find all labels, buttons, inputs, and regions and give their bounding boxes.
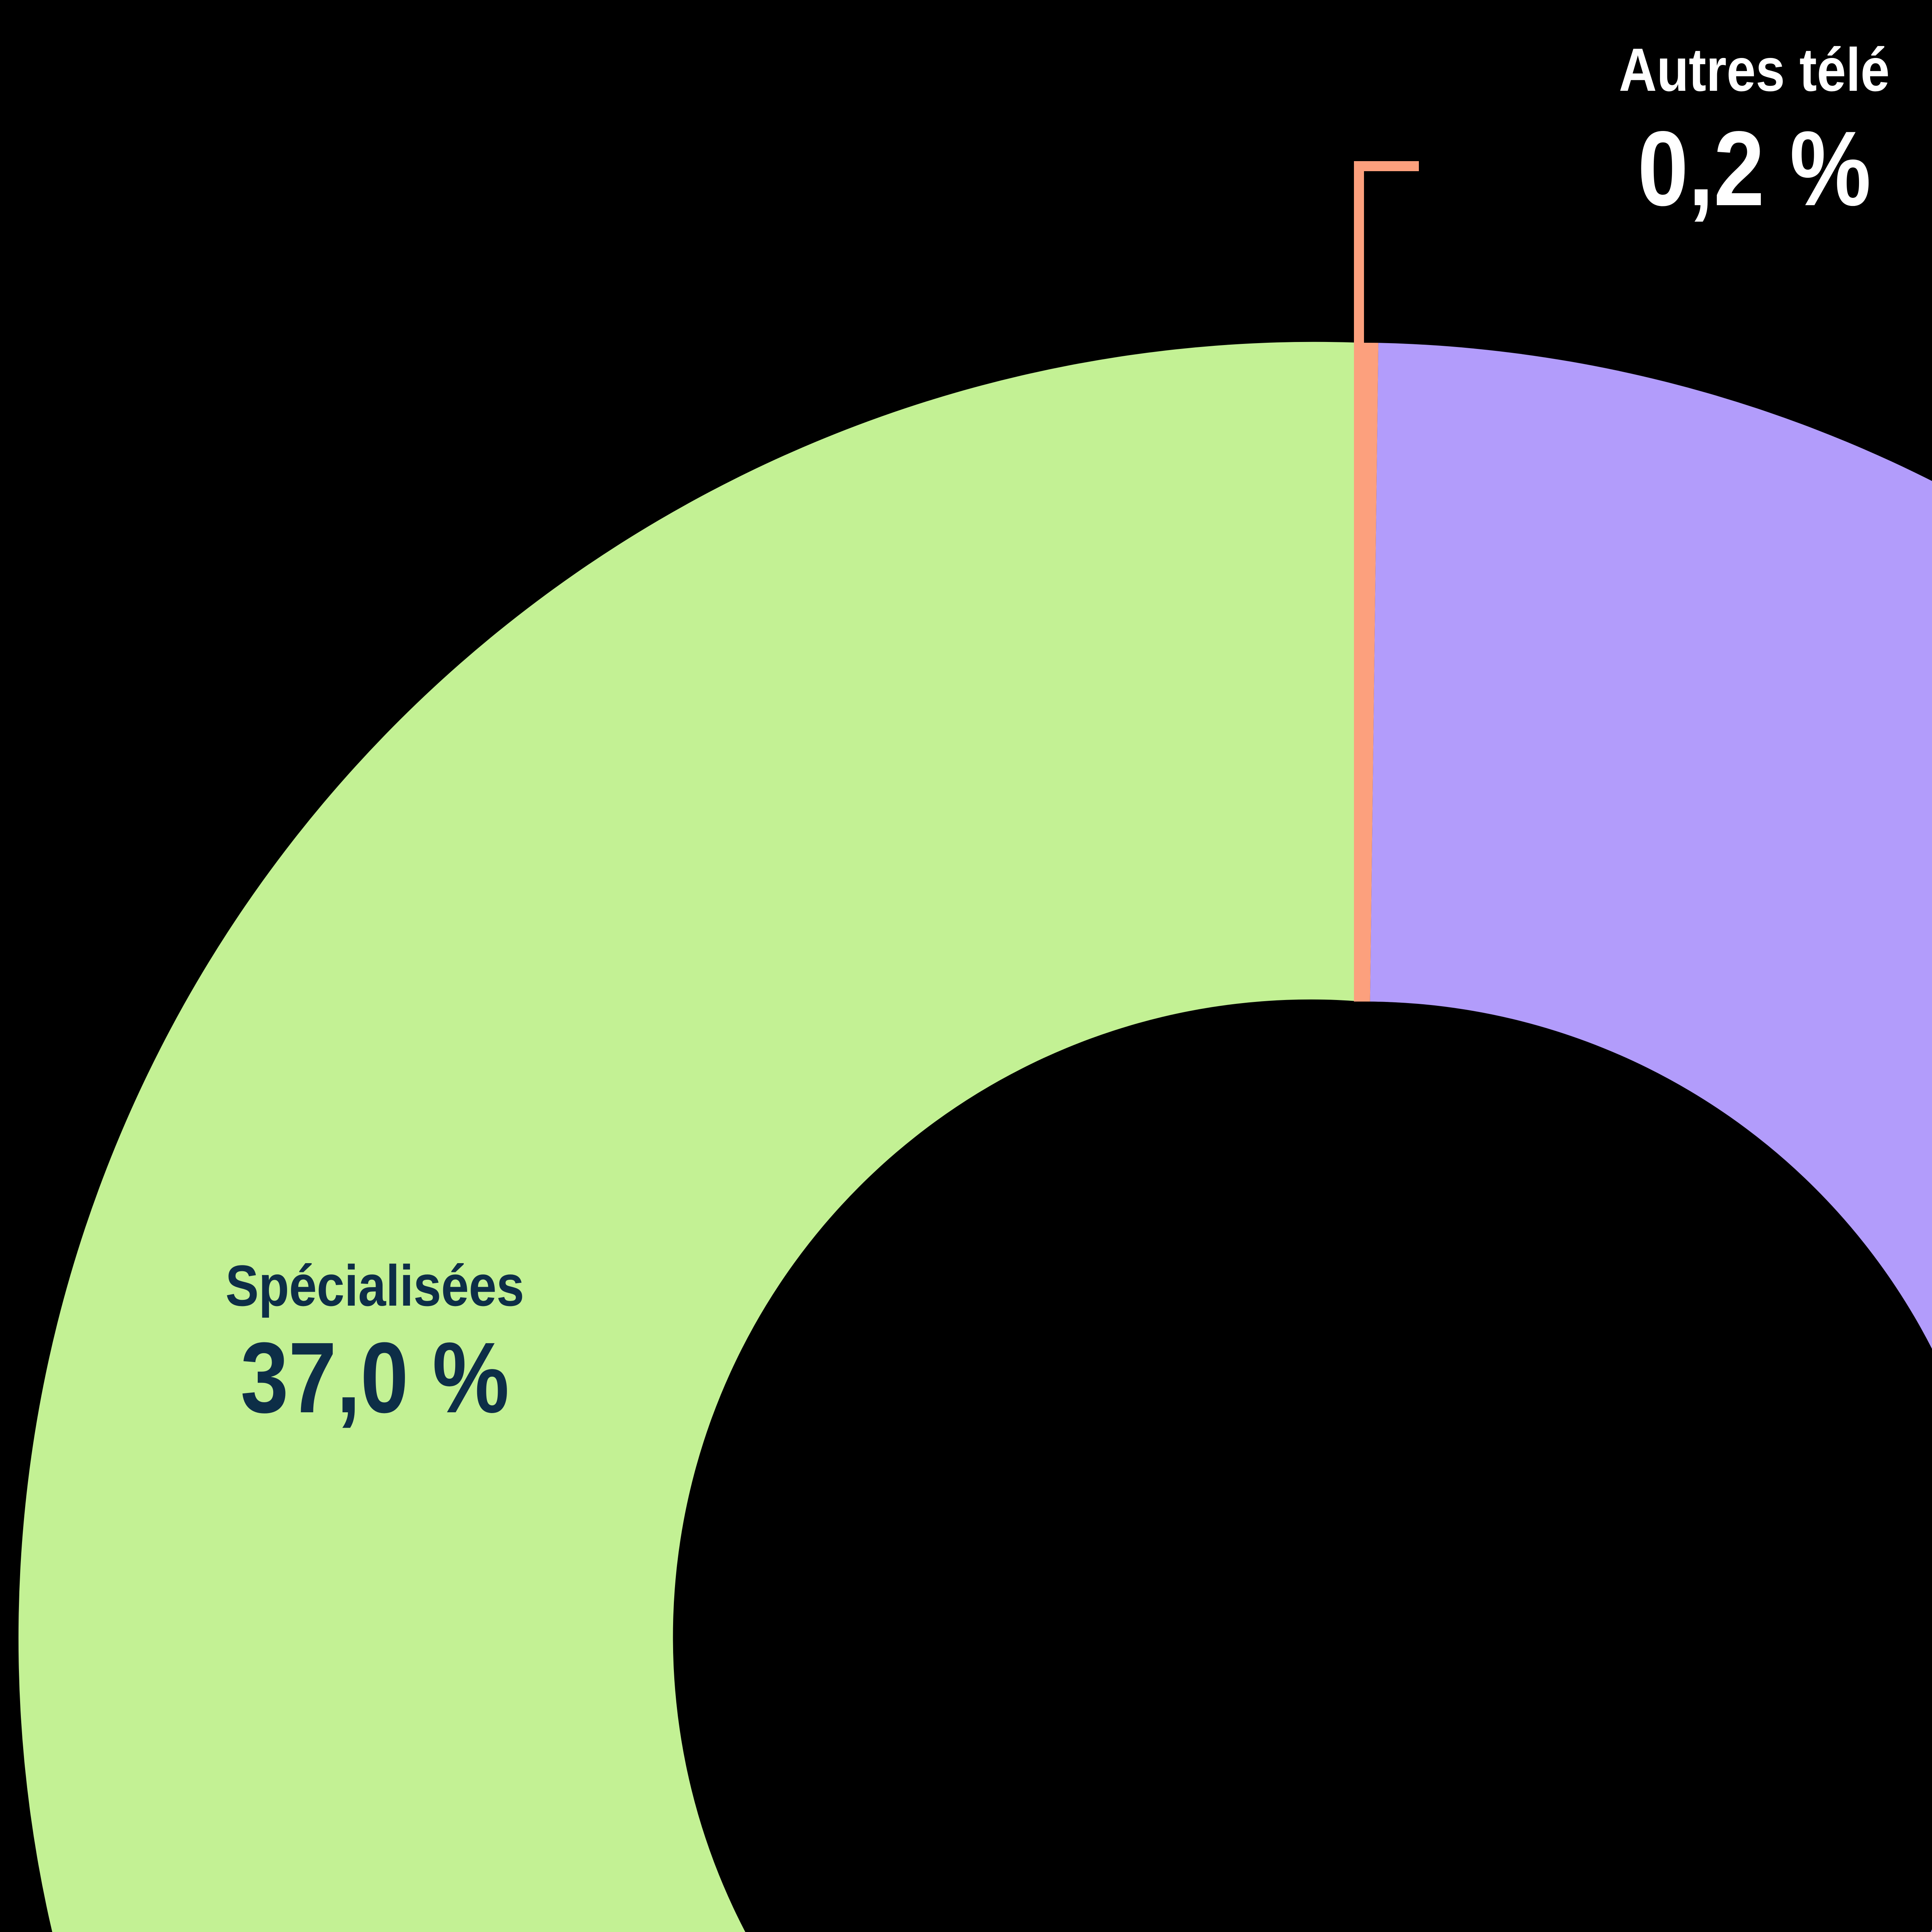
leader-line-autres-tele [1354,161,1419,1002]
donut-slice-autres-tele[interactable] [1362,343,1379,1002]
slice-value-specialisees: 37,0 % [240,1322,509,1434]
slice-label-autres-tele: Autres télé 0,2 % [1406,31,1932,231]
slice-label-specialisees: Spécialisées 37,0 % [46,1248,703,1437]
donut-slice-diffusion-en-continu[interactable] [1370,343,1932,1932]
slice-category-autres-tele: Autres télé [1619,36,1890,104]
donut-slice-specialisees[interactable] [18,342,1362,1932]
donut-hole [724,1002,1932,1932]
slice-value-autres-tele: 0,2 % [1637,109,1871,228]
slice-category-specialisees: Spécialisées [225,1253,524,1318]
